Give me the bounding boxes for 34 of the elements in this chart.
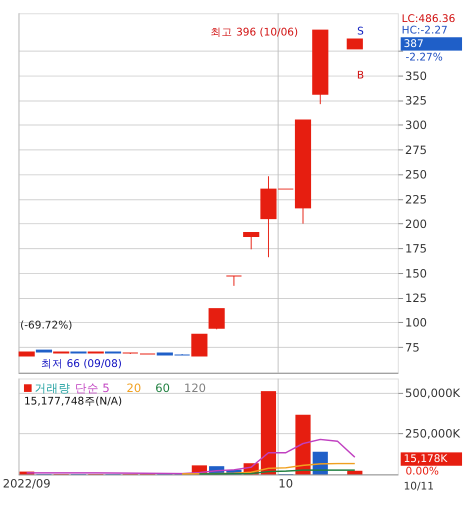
y-tick-label: 200 — [405, 216, 427, 231]
text: 387 — [404, 38, 424, 50]
y-tick-label: 300 — [405, 118, 427, 132]
text: -2.27% — [405, 51, 443, 64]
y-tick-label: 275 — [405, 142, 427, 157]
annotation: S — [357, 25, 364, 38]
annotation: B — [356, 69, 364, 82]
text: LC:486.36 — [402, 12, 456, 25]
y-tick-label: 350 — [405, 68, 427, 83]
y-tick-label: 175 — [405, 242, 427, 256]
y-tick-label: 75 — [405, 340, 420, 354]
annotation: 최저 66 (09/08) — [41, 358, 122, 370]
y-tick-label: 150 — [405, 266, 427, 280]
annotation: (-69.72%) — [20, 320, 72, 332]
y-tick-label: 250,000K — [405, 426, 461, 441]
text: 20 — [126, 380, 142, 395]
y-tick-label: 100 — [405, 316, 427, 330]
legend-label: 120 — [184, 380, 206, 395]
y-tick-label: 325 — [405, 94, 427, 108]
y-tick-label: 225 — [405, 192, 427, 206]
text: 0.00% — [405, 465, 439, 478]
text: HC:-2.27 — [402, 24, 448, 36]
annotation: 15,177,748주(N/A) — [24, 395, 122, 408]
y-tick-label: 250 — [405, 168, 427, 182]
text: 60 — [155, 380, 170, 395]
text: 단순 5 — [74, 380, 110, 395]
y-tick-label: 500,000K — [405, 386, 461, 400]
text: 10/11 — [404, 480, 434, 493]
annotation: 최고 396 (10/06) — [210, 26, 298, 38]
legend-label: 거래량 — [34, 380, 71, 395]
x-tick-label: 10 — [278, 476, 294, 490]
x-tick-label: 2022/09 — [2, 476, 51, 490]
text: 15,178K — [404, 452, 448, 465]
y-tick-label: 125 — [405, 291, 427, 306]
